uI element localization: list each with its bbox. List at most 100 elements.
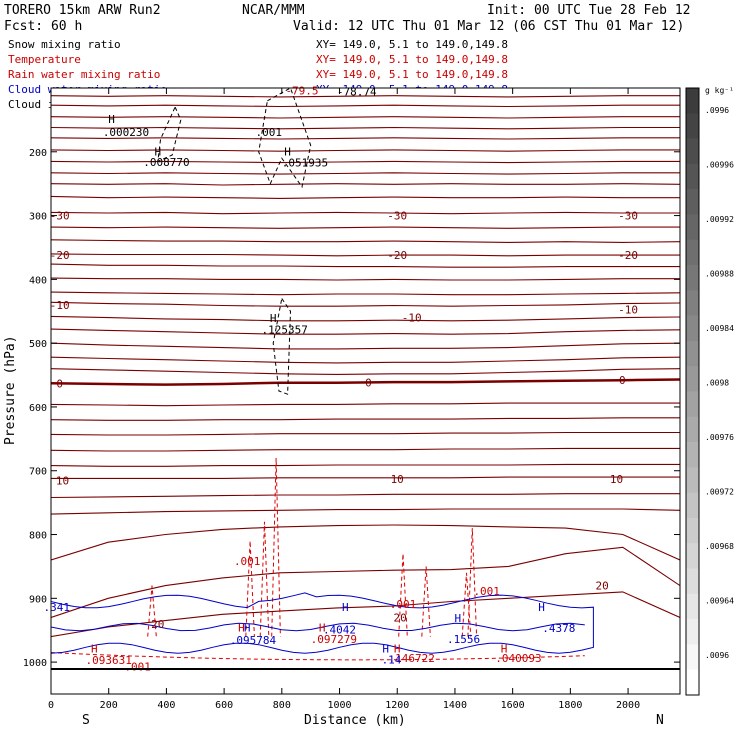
colorbar-band [686,113,699,139]
high-marker: H [270,312,277,325]
model-title: TORERO 15km ARW Run2 [4,3,161,18]
colorbar-label: .0996 [705,106,729,115]
colorbar-band [686,467,699,493]
colorbar-label: .00972 [705,488,734,497]
temperature-label: 20 [151,618,164,631]
temperature-contour-line [51,126,680,130]
ice-snow-contour [258,88,312,189]
colorbar-band [686,189,699,215]
temperature-contour-line [51,368,680,375]
temperature-contour-line [51,508,680,515]
temperature-label: -20 [50,249,70,262]
high-marker: H [91,643,98,656]
temperature-contour-line [51,402,680,407]
mixing-ratio-label: .125357 [262,324,308,337]
temperature-label: -30 [50,210,70,223]
x-tick-label: 2000 [616,700,640,711]
high-marker: H [342,601,349,614]
x-tick-label: 1000 [327,700,351,711]
colorbar-band [686,88,699,114]
colorbar-band [686,391,699,418]
colorbar-band [686,214,699,241]
temperature-contour-line [51,463,680,467]
temperature-label: 10 [391,473,404,486]
temperature-label: -10 [618,303,638,316]
mixing-ratio-label: .001 [234,555,261,568]
mixing-ratio-label: .4378 [542,622,575,635]
temperature-contour-line [51,211,680,215]
colorbar-unit: g kg⁻¹ [705,86,734,95]
temperature-contour-line [51,524,680,561]
temperature-contour-line [51,301,680,307]
temperature-contour-line [51,431,680,436]
temperature-contour-line [51,356,680,364]
x-tick-label: 1200 [385,700,409,711]
temperature-contours [51,95,680,638]
colorbar-band [686,315,699,342]
colorbar-band [686,492,699,519]
temperature-contour-line [51,417,680,421]
cloud-water-contour [51,622,585,632]
x-tick-label: 400 [157,700,175,711]
temperature-contour-line [51,476,680,479]
top-label: -79.5 [285,84,318,97]
legend-entry-xy: XY= 149.0, 5.1 to 149.0,149.8 [316,68,508,81]
mixing-ratio-label: .008770 [143,156,189,169]
temperature-label: 10 [610,473,623,486]
organization: NCAR/MMM [242,3,305,18]
legend-entry-xy: XY= 149.0, 5.1 to 149.0,149.8 [316,38,508,51]
x-tick-label: 1600 [501,700,525,711]
x-tick-label: 200 [100,700,118,711]
x-axis-label: Distance (km) [304,713,406,728]
hydrometeor-contours [51,88,594,661]
high-marker: H [538,601,545,614]
temperature-contour-line [51,342,680,350]
mixing-ratio-label: .097279 [311,633,357,646]
colorbar-label: .00996 [705,161,734,170]
mixing-ratio-label: .341 [44,601,71,614]
mixing-ratio-label: .093631 [86,654,132,667]
legend-entry-name: Rain water mixing ratio [8,68,160,81]
temperature-contour-line [51,116,680,119]
forecast-hour: Fcst: 60 h [4,19,82,34]
colorbar-band [686,619,699,645]
colorbar-band [686,340,699,367]
rain-water-contour [245,540,255,637]
temperature-label: 0 [619,374,626,387]
mixing-ratio-label: .001 [390,598,417,611]
colorbar-label: .00984 [705,324,734,333]
colorbar-label: .00964 [705,597,734,606]
rain-water-contour [461,572,472,637]
init-time: Init: 00 UTC Tue 28 Feb 12 [487,3,691,18]
temperature-contour-line [51,447,680,452]
y-tick-label: 400 [29,275,47,286]
temperature-label: -10 [50,299,70,312]
temperature-contour-line [51,328,680,335]
cloud-water-contour [51,592,594,654]
x-tick-label: 800 [273,700,291,711]
temperature-contour-line [51,546,680,619]
temperature-contour-line [51,137,680,140]
y-tick-label: 300 [29,212,47,223]
colorbar-band [686,416,699,443]
colorbar-band [686,442,699,468]
temperature-label: 0 [56,377,63,390]
mixing-ratio-label: .1556 [447,633,480,646]
rain-water-contour [271,457,281,637]
y-tick-label: 1000 [23,658,47,669]
y-tick-label: 700 [29,467,47,478]
temperature-contour-line [51,183,680,186]
temperature-label: -20 [618,249,638,262]
high-marker: H [382,643,389,656]
temperature-contour-line [51,591,680,638]
y-axis-label: Pressure (hPa) [3,335,18,445]
temperature-label: 10 [56,474,69,487]
mixing-ratio-label: .146722 [389,652,435,665]
temperature-label: -10 [402,312,422,325]
rain-water-contour [51,652,585,661]
x-end-right: N [656,713,664,728]
y-tick-label: 600 [29,403,47,414]
temperature-contour-line [51,378,680,386]
